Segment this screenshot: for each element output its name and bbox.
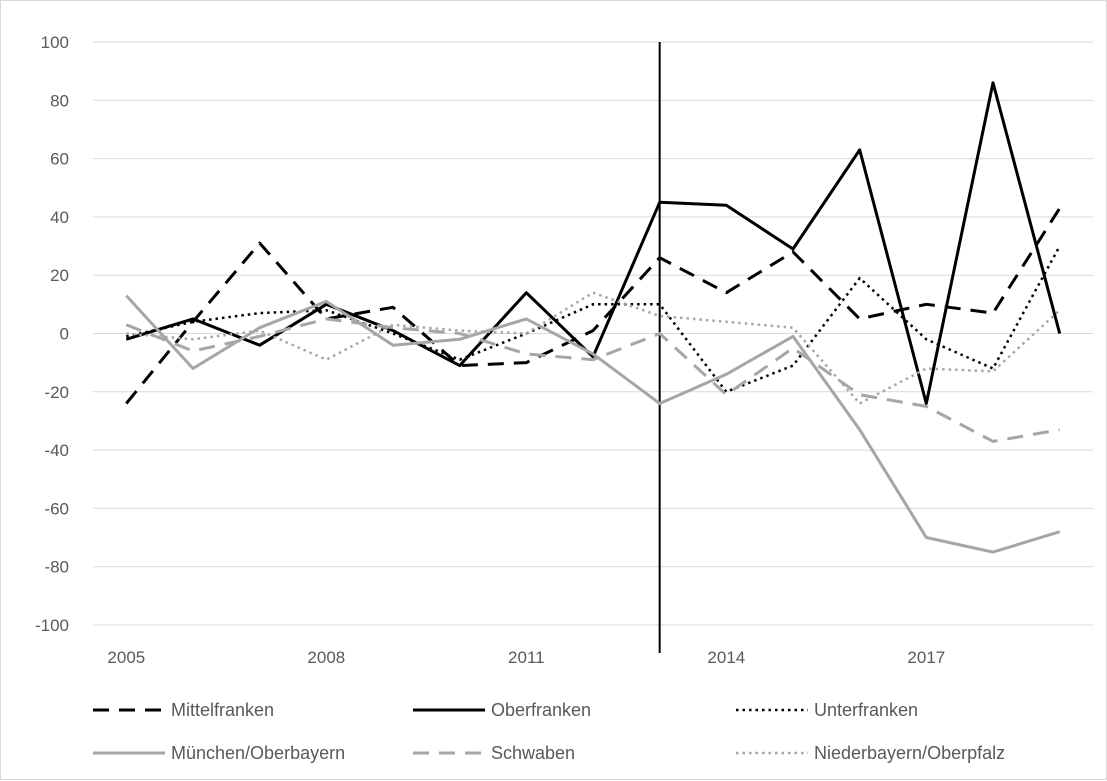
x-tick-label: 2011 (508, 648, 545, 667)
x-tick-label: 2014 (707, 648, 745, 667)
y-tick-label: 0 (60, 325, 69, 344)
legend-label: Niederbayern/Oberpfalz (814, 743, 1005, 763)
y-tick-label: 100 (41, 33, 69, 52)
x-tick-label: 2008 (307, 648, 345, 667)
x-axis-tick-labels: 2005 2008 2011 2014 2017 (107, 648, 945, 667)
series-line-mittelfranken (125, 207, 1061, 405)
gridlines (93, 41, 1093, 626)
legend-label: Schwaben (491, 743, 575, 763)
y-tick-label: -100 (35, 616, 69, 635)
y-tick-label: 40 (50, 208, 69, 227)
y-tick-label: 20 (50, 266, 69, 285)
series-lines (125, 81, 1062, 554)
y-tick-label: 60 (50, 150, 69, 169)
y-tick-label: 80 (50, 91, 69, 110)
legend-label: Oberfranken (491, 700, 591, 720)
y-tick-label: -80 (44, 558, 69, 577)
series-line-m-nchen-oberbayern (125, 294, 1061, 554)
y-axis-tick-labels: 100 80 60 40 20 0 -20 -40 -60 -80 -100 (35, 33, 69, 635)
y-tick-label: -20 (44, 383, 69, 402)
y-tick-label: -40 (44, 441, 69, 460)
y-tick-label: -60 (44, 499, 69, 518)
series-line-niederbayern-oberpfalz (126, 291, 1061, 405)
legend-label: Unterfranken (814, 700, 918, 720)
series-line-schwaben (125, 317, 1060, 443)
legend-label: Mittelfranken (171, 700, 274, 720)
legend-label: München/Oberbayern (171, 743, 345, 763)
series-line-unterfranken (126, 245, 1061, 394)
x-tick-label: 2005 (107, 648, 145, 667)
x-tick-label: 2017 (907, 648, 945, 667)
legend: Mittelfranken Oberfranken Unterfranken Münc… (93, 700, 1005, 763)
